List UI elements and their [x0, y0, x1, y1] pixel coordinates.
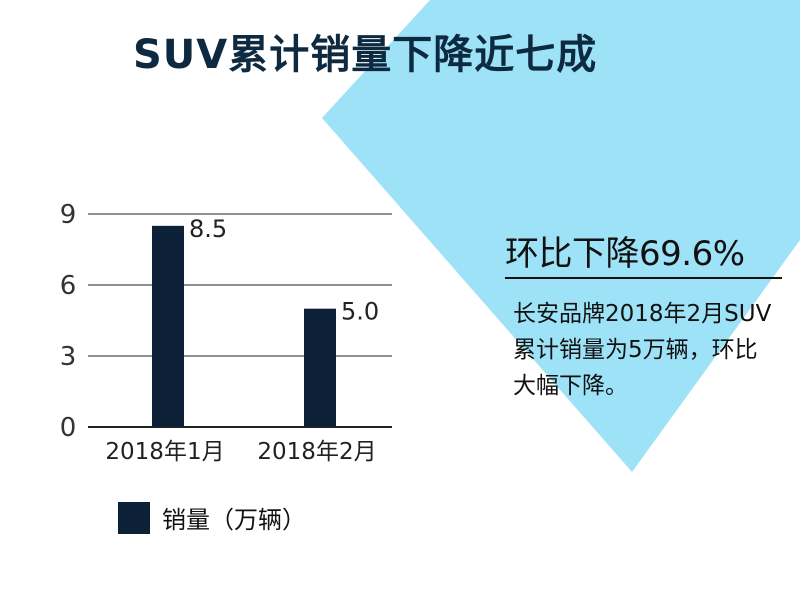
- y-tick-label: 6: [60, 271, 77, 301]
- page-title: SUV累计销量下降近七成: [133, 32, 598, 78]
- arrow-shape: [322, 0, 800, 472]
- data-label: 8.5: [189, 215, 227, 243]
- x-tick-label: 2018年2月: [257, 439, 376, 465]
- callout-headline: 环比下降69.6%: [505, 234, 745, 274]
- data-label: 5.0: [341, 298, 379, 326]
- legend-label: 销量（万辆）: [162, 506, 306, 534]
- y-tick-label: 3: [60, 342, 77, 372]
- x-tick-label: 2018年1月: [105, 439, 224, 465]
- headline-underline: [505, 277, 782, 279]
- chart-legend: 销量（万辆）: [118, 500, 306, 535]
- callout-description: 长安品牌2018年2月SUV累计销量为5万辆，环比大幅下降。: [513, 301, 772, 399]
- y-tick-label: 0: [60, 413, 77, 443]
- y-tick-label: 9: [60, 200, 77, 230]
- legend-swatch: [118, 501, 150, 534]
- bar: [152, 225, 184, 427]
- bar: [304, 308, 336, 427]
